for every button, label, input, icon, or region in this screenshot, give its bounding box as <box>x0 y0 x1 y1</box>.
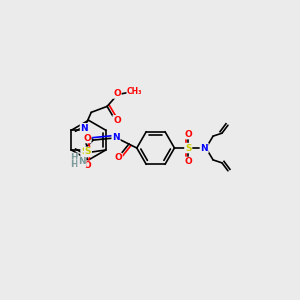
Text: N: N <box>112 133 120 142</box>
Text: S: S <box>85 148 91 157</box>
Text: O: O <box>83 161 91 170</box>
Text: S: S <box>185 143 192 152</box>
Text: O: O <box>184 158 192 166</box>
Text: S: S <box>81 148 88 157</box>
Text: N: N <box>78 158 86 166</box>
Text: CH₃: CH₃ <box>127 87 142 96</box>
Text: H: H <box>70 160 78 169</box>
Text: O: O <box>113 89 121 98</box>
Text: O: O <box>113 116 121 125</box>
Text: O: O <box>184 130 192 139</box>
Text: N: N <box>80 124 88 133</box>
Text: O: O <box>83 134 91 142</box>
Text: H: H <box>70 153 78 162</box>
Text: N: N <box>200 143 208 152</box>
Text: O: O <box>114 153 122 162</box>
